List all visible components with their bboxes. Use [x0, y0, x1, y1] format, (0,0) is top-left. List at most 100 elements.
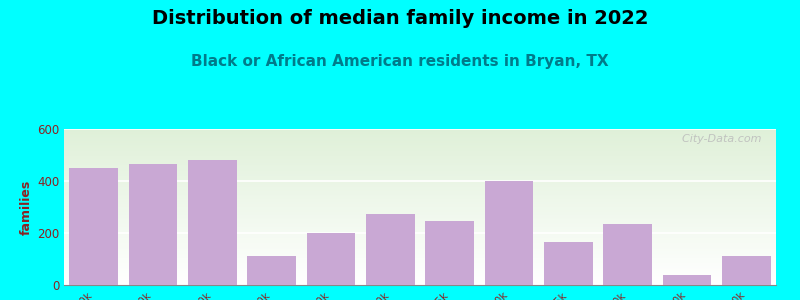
- Bar: [64, 244, 776, 246]
- Bar: [64, 154, 776, 155]
- Text: Distribution of median family income in 2022: Distribution of median family income in …: [152, 9, 648, 28]
- Bar: [64, 271, 776, 272]
- Bar: [64, 165, 776, 166]
- Bar: [64, 152, 776, 154]
- Bar: [64, 199, 776, 201]
- Bar: [64, 130, 776, 132]
- Bar: [722, 256, 770, 285]
- Bar: [64, 223, 776, 224]
- Bar: [64, 177, 776, 179]
- Bar: [64, 277, 776, 279]
- Bar: [64, 255, 776, 257]
- Bar: [64, 142, 776, 143]
- Bar: [64, 163, 776, 165]
- Bar: [64, 254, 776, 255]
- Bar: [64, 262, 776, 263]
- Bar: [64, 202, 776, 204]
- Bar: [64, 216, 776, 218]
- Bar: [64, 243, 776, 244]
- Bar: [64, 246, 776, 247]
- Bar: [64, 213, 776, 215]
- Bar: [64, 184, 776, 185]
- Bar: [64, 190, 776, 191]
- Bar: [64, 173, 776, 174]
- Bar: [603, 224, 652, 285]
- Bar: [64, 265, 776, 266]
- Bar: [64, 263, 776, 265]
- Bar: [64, 229, 776, 230]
- Bar: [64, 159, 776, 160]
- Bar: [188, 160, 237, 285]
- Bar: [426, 221, 474, 285]
- Bar: [64, 167, 776, 168]
- Bar: [64, 176, 776, 177]
- Bar: [64, 227, 776, 229]
- Bar: [70, 168, 118, 285]
- Bar: [64, 151, 776, 152]
- Bar: [64, 249, 776, 251]
- Bar: [64, 187, 776, 188]
- Bar: [64, 182, 776, 184]
- Bar: [64, 171, 776, 173]
- Bar: [64, 274, 776, 276]
- Bar: [662, 274, 711, 285]
- Bar: [64, 272, 776, 274]
- Bar: [485, 181, 534, 285]
- Bar: [64, 198, 776, 199]
- Bar: [64, 208, 776, 210]
- Bar: [64, 135, 776, 137]
- Bar: [64, 145, 776, 146]
- Y-axis label: families: families: [20, 179, 33, 235]
- Bar: [64, 143, 776, 145]
- Bar: [64, 204, 776, 206]
- Bar: [64, 179, 776, 181]
- Bar: [64, 235, 776, 237]
- Bar: [64, 279, 776, 280]
- Bar: [64, 181, 776, 182]
- Bar: [64, 280, 776, 282]
- Bar: [64, 284, 776, 285]
- Bar: [64, 226, 776, 227]
- Bar: [64, 185, 776, 187]
- Bar: [64, 215, 776, 216]
- Bar: [64, 252, 776, 254]
- Text: City-Data.com: City-Data.com: [668, 134, 762, 144]
- Bar: [64, 220, 776, 221]
- Bar: [64, 169, 776, 171]
- Bar: [64, 149, 776, 151]
- Bar: [64, 132, 776, 134]
- Bar: [64, 268, 776, 269]
- Bar: [64, 248, 776, 249]
- Bar: [64, 259, 776, 260]
- Bar: [64, 266, 776, 268]
- Bar: [64, 237, 776, 238]
- Bar: [64, 251, 776, 252]
- Bar: [64, 140, 776, 142]
- Bar: [64, 207, 776, 208]
- Bar: [64, 210, 776, 212]
- Bar: [64, 148, 776, 149]
- Bar: [64, 260, 776, 262]
- Bar: [64, 276, 776, 277]
- Bar: [366, 214, 414, 285]
- Bar: [64, 155, 776, 157]
- Bar: [64, 233, 776, 235]
- Bar: [64, 138, 776, 140]
- Bar: [64, 206, 776, 207]
- Bar: [64, 160, 776, 162]
- Bar: [64, 240, 776, 241]
- Bar: [64, 157, 776, 159]
- Bar: [64, 134, 776, 135]
- Bar: [64, 257, 776, 259]
- Bar: [64, 221, 776, 223]
- Bar: [64, 224, 776, 226]
- Bar: [64, 282, 776, 284]
- Bar: [64, 168, 776, 170]
- Bar: [64, 212, 776, 213]
- Bar: [64, 201, 776, 202]
- Bar: [64, 241, 776, 243]
- Bar: [129, 164, 178, 285]
- Bar: [544, 242, 593, 285]
- Bar: [64, 218, 776, 220]
- Bar: [247, 256, 296, 285]
